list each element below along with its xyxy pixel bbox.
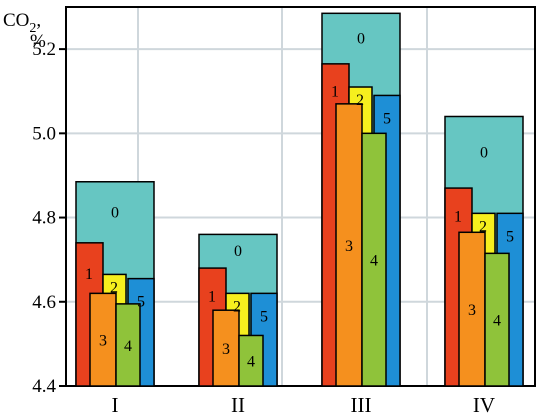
bar-label-5: 5: [260, 308, 268, 325]
bar-label-0: 0: [480, 144, 488, 161]
bar-series-4: [361, 132, 387, 387]
bar-label-5: 5: [383, 110, 391, 127]
y-axis-ticks: 4.4 4.6 4.8 5.0 5.2: [32, 39, 66, 397]
bar-label-1: 1: [331, 83, 339, 100]
bar-label-4: 4: [493, 313, 501, 330]
y-tick-label: 5.0: [32, 123, 56, 144]
bar-label-1: 1: [454, 208, 462, 225]
bar-label-2: 2: [479, 218, 487, 235]
bar-label-5: 5: [137, 294, 145, 311]
bar-label-4: 4: [124, 338, 132, 355]
bar-label-1: 1: [208, 288, 216, 305]
bar-label-0: 0: [234, 243, 242, 260]
x-tick-label: IV: [473, 393, 495, 417]
x-tick-label: II: [231, 393, 245, 417]
bar-label-2: 2: [110, 279, 118, 296]
bar-group-II: 0 12 34 5: [198, 233, 278, 387]
y-axis-unit: %: [30, 31, 46, 52]
bar-label-3: 3: [99, 333, 107, 350]
bar-series-4: [238, 334, 264, 387]
bar-group-I: 0 12 3 4 5: [75, 181, 155, 387]
bar-label-0: 0: [357, 31, 365, 48]
bar-series-4: [484, 252, 510, 387]
bar-label-1: 1: [85, 266, 93, 283]
y-axis-label: CO2,: [3, 10, 41, 36]
y-tick-label: 5.2: [32, 39, 56, 60]
x-tick-label: III: [351, 393, 372, 417]
bar-label-0: 0: [111, 204, 119, 221]
y-tick-label: 4.8: [32, 208, 56, 229]
bar-series-4: [115, 303, 141, 387]
bar-label-4: 4: [247, 354, 255, 371]
bar-label-2: 2: [356, 92, 364, 109]
plot-frame: [65, 6, 536, 387]
x-axis-ticks: I II III IV: [112, 393, 496, 417]
bar-label-4: 4: [370, 253, 378, 270]
bar-label-3: 3: [222, 341, 230, 358]
y-tick-label: 4.4: [32, 376, 56, 397]
bar-label-3: 3: [468, 302, 476, 319]
x-tick-label: I: [112, 393, 119, 417]
bar-group-III: 0 12 34 5: [321, 12, 401, 387]
bar-label-5: 5: [506, 228, 514, 245]
bar-label-3: 3: [345, 238, 353, 255]
bar-label-2: 2: [233, 298, 241, 315]
bar-series-3: [335, 103, 363, 387]
y-tick-label: 4.6: [32, 292, 56, 313]
bar-group-IV: 0 12 34 5: [444, 115, 524, 387]
